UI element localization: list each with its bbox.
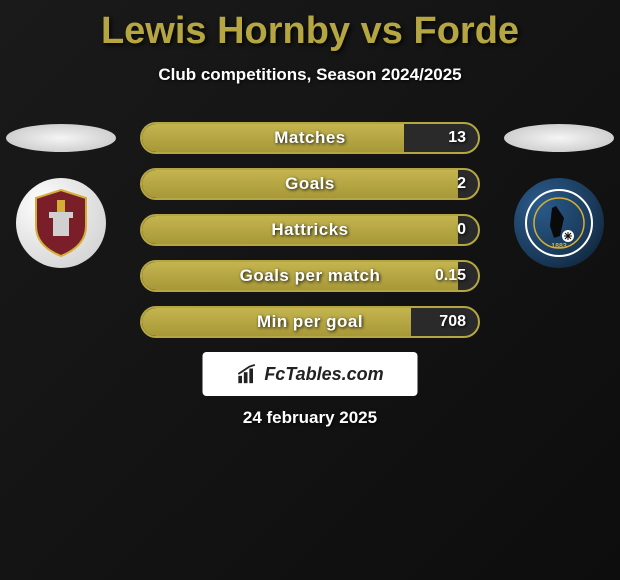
stat-value: 13	[448, 124, 466, 152]
club-badge-icon: 1883	[524, 188, 594, 258]
club-right-crest: 1883	[514, 178, 604, 268]
stat-label: Goals	[142, 170, 478, 198]
stat-label: Hattricks	[142, 216, 478, 244]
player-left-silhouette	[6, 124, 116, 152]
stat-row-goals: Goals 2	[140, 168, 480, 200]
player-right-silhouette	[504, 124, 614, 152]
brand-box[interactable]: FcTables.com	[203, 352, 418, 396]
stat-row-matches: Matches 13	[140, 122, 480, 154]
stat-row-hattricks: Hattricks 0	[140, 214, 480, 246]
shield-icon	[31, 188, 91, 258]
stat-label: Matches	[142, 124, 478, 152]
stat-value: 708	[439, 308, 466, 336]
chart-bars-icon	[236, 363, 258, 385]
subtitle: Club competitions, Season 2024/2025	[0, 65, 620, 85]
brand-label: FcTables.com	[264, 364, 383, 385]
stat-value: 0.15	[435, 262, 466, 290]
stat-value: 0	[457, 216, 466, 244]
club-left-crest	[16, 178, 106, 268]
stat-label: Goals per match	[142, 262, 478, 290]
stat-label: Min per goal	[142, 308, 478, 336]
stat-row-min-per-goal: Min per goal 708	[140, 306, 480, 338]
stat-row-goals-per-match: Goals per match 0.15	[140, 260, 480, 292]
stat-bars: Matches 13 Goals 2 Hattricks 0 Goals per…	[140, 122, 480, 352]
page-title: Lewis Hornby vs Forde	[0, 0, 620, 53]
date-label: 24 february 2025	[0, 408, 620, 428]
stat-value: 2	[457, 170, 466, 198]
svg-text:1883: 1883	[551, 243, 567, 250]
